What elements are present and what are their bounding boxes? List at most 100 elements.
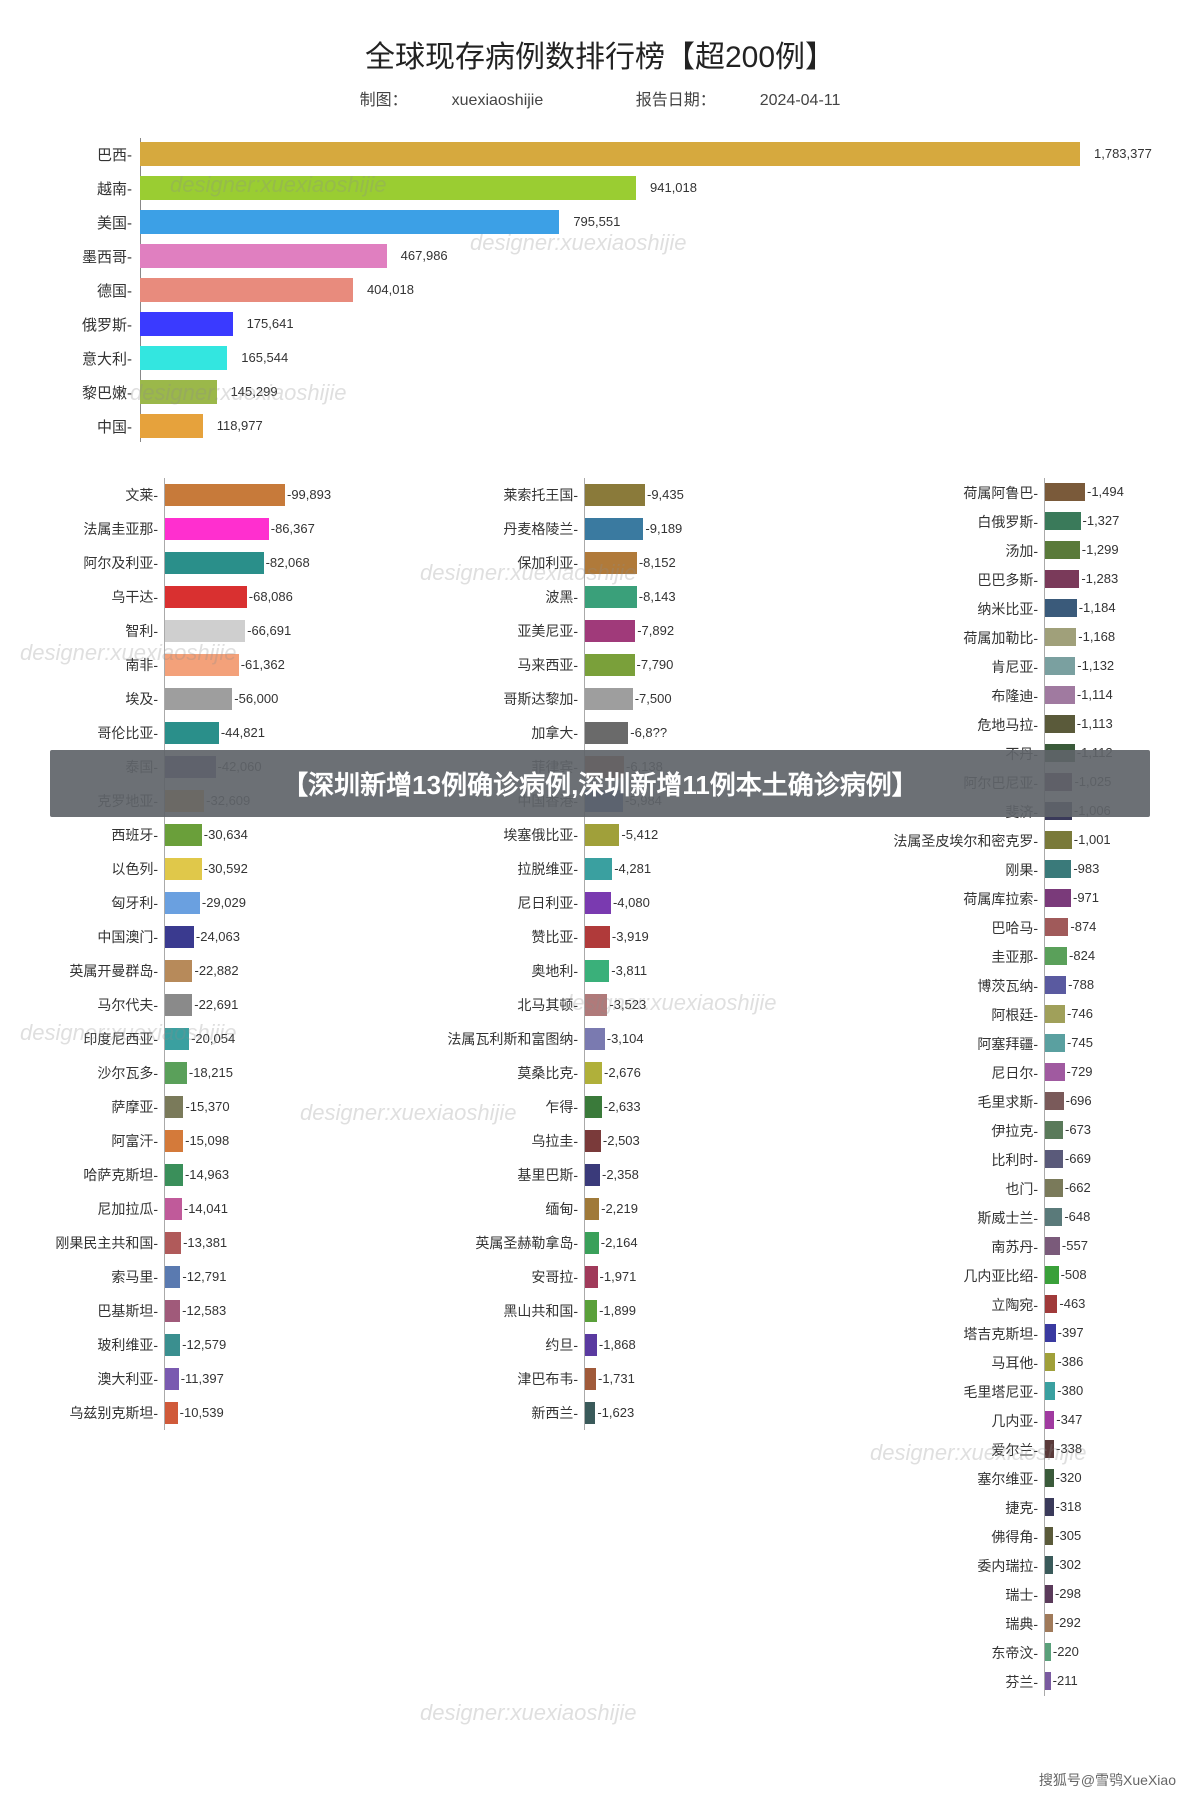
bar-label: 南非- xyxy=(4,655,164,675)
bar xyxy=(140,312,233,336)
bar-area: -1,327 xyxy=(1044,507,1184,536)
bar-row: 基里巴斯--2,358 xyxy=(384,1158,764,1192)
bar-row: 安哥拉--1,971 xyxy=(384,1260,764,1294)
bar xyxy=(585,552,637,574)
bar xyxy=(1045,715,1075,733)
bar-area: -971 xyxy=(1044,884,1184,913)
bar-value: -338 xyxy=(1056,1441,1082,1456)
bar-row: 立陶宛--463 xyxy=(764,1290,1184,1319)
bar xyxy=(585,1164,600,1186)
bar-row: 布隆迪--1,114 xyxy=(764,681,1184,710)
bar-value: 467,986 xyxy=(401,248,448,263)
bar-row: 瑞士--298 xyxy=(764,1580,1184,1609)
bar-row: 津巴布韦--1,731 xyxy=(384,1362,764,1396)
bar-area: -1,494 xyxy=(1044,478,1184,507)
bar-label: 阿根廷- xyxy=(764,1005,1044,1025)
bar-value: -3,811 xyxy=(611,963,647,978)
bar-row: 毛里塔尼亚--380 xyxy=(764,1377,1184,1406)
bar-value: -662 xyxy=(1065,1180,1091,1195)
bar-label: 塞尔维亚- xyxy=(764,1469,1044,1489)
bar-value: -6,8?? xyxy=(630,725,667,740)
bar-row: 南苏丹--557 xyxy=(764,1232,1184,1261)
bar-value: -2,164 xyxy=(601,1235,638,1250)
bar-area: -673 xyxy=(1044,1116,1184,1145)
bar-value: -463 xyxy=(1059,1296,1085,1311)
bar-row: 几内亚--347 xyxy=(764,1406,1184,1435)
bar-area: -20,054 xyxy=(164,1022,384,1056)
bar-value: -20,054 xyxy=(191,1031,235,1046)
bar xyxy=(585,994,607,1016)
bar xyxy=(165,994,192,1016)
bar-area: -1,132 xyxy=(1044,652,1184,681)
bar-value: -9,435 xyxy=(647,487,684,502)
bar-label: 新西兰- xyxy=(384,1403,584,1423)
bar xyxy=(1045,1382,1055,1400)
bar-value: -1,899 xyxy=(599,1303,636,1318)
bar-label: 刚果民主共和国- xyxy=(4,1233,164,1253)
bar xyxy=(165,926,194,948)
bar xyxy=(1045,1585,1053,1603)
bar-label: 几内亚- xyxy=(764,1411,1044,1431)
bar-row: 约旦--1,868 xyxy=(384,1328,764,1362)
chart-subtitle: 制图：xuexiaoshijie 报告日期：2024-04-11 xyxy=(0,86,1200,110)
bar xyxy=(165,552,264,574)
bar-label: 乌拉圭- xyxy=(384,1131,584,1151)
bar-value: -729 xyxy=(1067,1064,1093,1079)
bar-row: 纳米比亚--1,184 xyxy=(764,594,1184,623)
bar-label: 尼日利亚- xyxy=(384,893,584,913)
bar-label: 尼日尔- xyxy=(764,1063,1044,1083)
bar-area: -14,963 xyxy=(164,1158,384,1192)
bar-area: -13,381 xyxy=(164,1226,384,1260)
bar xyxy=(1045,1614,1053,1632)
bar-row: 文莱--99,893 xyxy=(4,478,384,512)
bar-label: 乌干达- xyxy=(4,587,164,607)
bar xyxy=(1045,860,1071,878)
bar-value: -2,358 xyxy=(602,1167,639,1182)
bar-area: -508 xyxy=(1044,1261,1184,1290)
bar-value: -673 xyxy=(1065,1122,1091,1137)
bar-value: 175,641 xyxy=(247,316,294,331)
bar xyxy=(1045,889,1071,907)
bar xyxy=(585,620,635,642)
bar xyxy=(1045,976,1066,994)
bar-value: -86,367 xyxy=(271,521,315,536)
bar-value: -82,068 xyxy=(266,555,310,570)
bar-value: -9,189 xyxy=(645,521,682,536)
bar xyxy=(165,1062,187,1084)
chart-title: 全球现存病例数排行榜【超200例】 xyxy=(0,0,1200,76)
bar xyxy=(585,1198,599,1220)
bar-area: -648 xyxy=(1044,1203,1184,1232)
bar-area: -8,143 xyxy=(584,580,764,614)
bar-value: -5,412 xyxy=(621,827,658,842)
bar-label: 墨西哥- xyxy=(82,246,132,267)
bar-row: 伊拉克--673 xyxy=(764,1116,1184,1145)
bar xyxy=(165,620,245,642)
bar-value: -1,731 xyxy=(598,1371,635,1386)
bar-value: -1,001 xyxy=(1074,832,1111,847)
bar-value: -66,691 xyxy=(247,623,291,638)
top-bar-chart: 巴西-1,783,377越南-941,018美国-795,551墨西哥-467,… xyxy=(140,138,1140,442)
bar-label: 保加利亚- xyxy=(384,553,584,573)
bar-label: 法属圭亚那- xyxy=(4,519,164,539)
bar-label: 文莱- xyxy=(4,485,164,505)
bar-value: -983 xyxy=(1073,861,1099,876)
bar xyxy=(140,346,227,370)
bar-row: 丹麦格陵兰--9,189 xyxy=(384,512,764,546)
bar xyxy=(165,892,200,914)
bar-label: 尼加拉瓜- xyxy=(4,1199,164,1219)
bar-value: -8,143 xyxy=(639,589,676,604)
bar-value: -508 xyxy=(1061,1267,1087,1282)
bar-row: 巴哈马--874 xyxy=(764,913,1184,942)
bar-row: 索马里--12,791 xyxy=(4,1260,384,1294)
bar xyxy=(1045,1063,1065,1081)
bar-area: -9,435 xyxy=(584,478,764,512)
bar-area: -61,362 xyxy=(164,648,384,682)
bar-label: 埃塞俄比亚- xyxy=(384,825,584,845)
bar-row: 法属瓦利斯和富图纳--3,104 xyxy=(384,1022,764,1056)
bar-label: 巴巴多斯- xyxy=(764,570,1044,590)
bar xyxy=(585,926,610,948)
bar-area: -22,691 xyxy=(164,988,384,1022)
bar-label: 马尔代夫- xyxy=(4,995,164,1015)
bar-label: 荷属库拉索- xyxy=(764,889,1044,909)
bar-row: 阿根廷--746 xyxy=(764,1000,1184,1029)
